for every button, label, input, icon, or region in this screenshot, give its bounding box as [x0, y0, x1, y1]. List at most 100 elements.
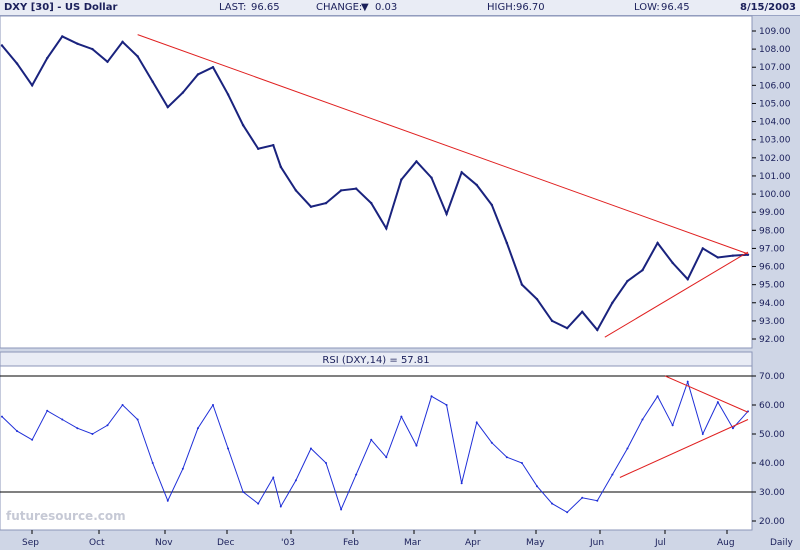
rsi-point: [505, 456, 508, 459]
rsi-y-tick-label: 30.00: [759, 488, 785, 498]
price-y-tick-label: 108.00: [759, 45, 791, 55]
price-point: [731, 254, 735, 257]
price-panel: [0, 15, 753, 349]
rsi-title: RSI (DXY,14) = 57.81: [322, 355, 429, 366]
price-y-tick-label: 105.00: [759, 99, 791, 109]
price-point: [30, 84, 34, 87]
x-tick-label: Sep: [22, 538, 39, 548]
rsi-point: [731, 427, 734, 430]
price-point: [400, 178, 403, 181]
price-point: [430, 176, 433, 179]
rsi-point: [445, 404, 448, 406]
price-y-tick-label: 104.00: [759, 118, 791, 128]
x-tick-label: Oct: [89, 538, 105, 548]
rsi-point: [272, 476, 275, 479]
price-y-tick-label: 100.00: [759, 190, 791, 200]
rsi-point: [520, 462, 523, 464]
rsi-point: [581, 496, 584, 499]
price-point: [241, 124, 245, 127]
rsi-point: [355, 473, 358, 476]
rsi-y-tick-label: 20.00: [759, 517, 785, 527]
rsi-point: [385, 456, 388, 459]
price-trendline-resistance: [137, 34, 749, 255]
down-triangle-icon: ▼: [361, 2, 369, 13]
rsi-point: [91, 433, 94, 435]
rsi-point: [430, 395, 433, 398]
rsi-point: [701, 433, 704, 435]
last-value: 96.65: [251, 2, 280, 13]
rsi-point: [136, 418, 139, 421]
rsi-point: [656, 395, 659, 398]
price-point: [151, 80, 154, 83]
rsi-point: [46, 409, 49, 412]
price-point: [46, 56, 49, 60]
price-point: [272, 143, 275, 147]
price-y-tick-label: 99.00: [759, 208, 785, 218]
price-point: [686, 278, 689, 281]
chart-title: DXY [30] - US Dollar: [4, 2, 118, 13]
price-point: [535, 297, 539, 301]
x-tick-label: Apr: [465, 538, 481, 548]
rsi-point: [460, 482, 463, 485]
change-label: CHANGE:: [316, 2, 363, 13]
rsi-point: [31, 438, 34, 441]
price-point: [415, 160, 418, 163]
rsi-point: [325, 462, 328, 464]
rsi-point: [716, 401, 719, 404]
rsi-point: [166, 499, 169, 502]
rsi-point: [1, 415, 3, 418]
rsi-panel: [0, 365, 753, 531]
rsi-trendline-support: [619, 419, 749, 478]
low-value: 96.45: [661, 2, 690, 13]
rsi-point: [596, 499, 599, 502]
price-point: [309, 205, 313, 208]
price-point: [505, 241, 509, 245]
rsi-y-tick-label: 70.00: [759, 372, 785, 382]
price-point: [626, 279, 629, 283]
price-point: [520, 283, 524, 286]
x-tick-label: Mar: [404, 538, 421, 548]
price-point: [581, 310, 584, 314]
price-point: [196, 73, 200, 76]
rsi-point: [490, 441, 493, 444]
price-y-tick-label: 103.00: [759, 136, 791, 146]
rsi-point: [475, 421, 478, 424]
price-y-tick-label: 95.00: [759, 281, 785, 291]
price-point: [0, 44, 4, 47]
high-value: 96.70: [516, 2, 545, 13]
x-tick-label: Nov: [155, 538, 173, 548]
price-point: [641, 268, 644, 272]
rsi-point: [294, 479, 297, 482]
rsi-point: [641, 418, 644, 421]
price-point: [445, 212, 448, 216]
chart-date: 8/15/2003: [739, 2, 796, 13]
price-point: [385, 227, 388, 230]
rsi-point: [611, 473, 614, 476]
rsi-point: [257, 502, 260, 505]
price-point: [166, 105, 169, 109]
rsi-point: [121, 404, 124, 406]
price-point: [181, 91, 185, 94]
rsi-point: [227, 447, 230, 450]
price-trendline-support: [604, 251, 749, 338]
price-point: [716, 256, 720, 259]
rsi-point: [211, 404, 214, 406]
rsi-point: [151, 462, 154, 464]
price-point: [324, 201, 328, 205]
x-tick-label: Feb: [343, 538, 359, 548]
rsi-point: [686, 380, 689, 383]
price-point: [370, 201, 373, 205]
price-point: [354, 187, 358, 190]
rsi-trendline-resistance: [664, 375, 749, 413]
price-point: [91, 47, 94, 51]
price-point: [226, 93, 230, 96]
price-point: [294, 189, 298, 192]
rsi-point: [106, 424, 109, 427]
price-y-tick-label: 109.00: [759, 27, 791, 37]
price-y-tick-label: 97.00: [759, 244, 785, 254]
rsi-point: [370, 438, 373, 441]
x-tick-label: May: [526, 538, 545, 548]
rsi-point: [340, 508, 343, 511]
price-point: [339, 189, 343, 192]
x-tick-label: Jun: [589, 538, 604, 548]
